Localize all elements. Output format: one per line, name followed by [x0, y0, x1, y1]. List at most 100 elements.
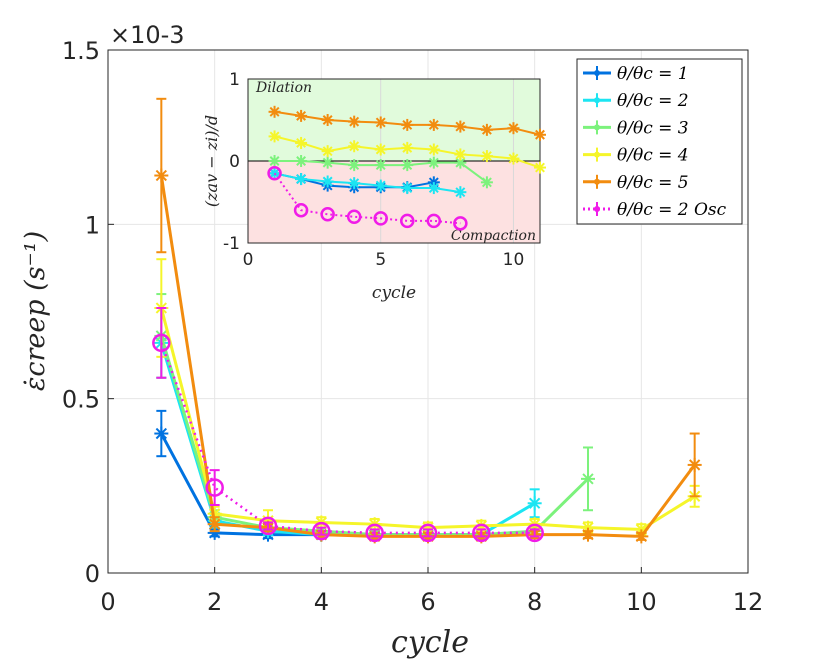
- inset-x-axis-label: cycle: [372, 283, 416, 303]
- inset-data-point: [348, 159, 361, 172]
- main-data-point: [152, 333, 171, 353]
- main-data-point: [634, 529, 649, 544]
- main-x-axis-label: cycle: [391, 625, 469, 660]
- inset-data-point: [401, 118, 414, 131]
- main-data-point: [205, 478, 224, 497]
- main-x-tick-label: 0: [100, 588, 115, 616]
- main-data-point: [154, 168, 169, 183]
- exponent-label: ×10-3: [110, 21, 185, 49]
- main-series-line: [159, 335, 590, 537]
- inset-data-point: [268, 130, 281, 143]
- inset-data-point: [427, 143, 440, 156]
- legend-label: θ/θc = 1: [617, 64, 689, 84]
- main-data-point: [258, 516, 278, 536]
- inset-data-point: [295, 136, 308, 149]
- inset-y-tick-label: 1: [229, 70, 240, 90]
- inset-data-point: [534, 128, 546, 141]
- inset-data-point: [268, 155, 281, 167]
- inset-data-point: [480, 150, 493, 163]
- inset-data-point: [374, 179, 387, 192]
- legend-item-2: θ/θc = 3: [583, 118, 689, 138]
- legend-marker: [594, 70, 600, 76]
- legend-label: θ/θc = 2 Osc: [617, 200, 727, 220]
- main-data-point: [418, 523, 438, 543]
- legend-label: θ/θc = 5: [617, 173, 689, 193]
- inset-series-5: [267, 166, 468, 231]
- main-x-tick-label: 12: [733, 588, 764, 616]
- inset-data-point: [348, 177, 361, 190]
- inset-series-4: [268, 105, 546, 141]
- main-data-point: [581, 471, 595, 486]
- inset-data-point: [295, 155, 308, 167]
- main-data-point: [525, 523, 544, 543]
- inset-data-point: [480, 123, 493, 136]
- main-y-tick-label: 1.5: [62, 37, 100, 65]
- inset-data-point: [427, 182, 440, 195]
- inset-data-point: [320, 207, 335, 222]
- inset-data-point: [346, 209, 362, 225]
- legend-box: [576, 58, 743, 225]
- inset-data-point: [374, 159, 387, 172]
- inset-data-point: [507, 152, 520, 165]
- inset-data-point: [348, 115, 361, 128]
- inset-data-point: [454, 120, 467, 133]
- inset-x-tick-label: 10: [503, 250, 525, 270]
- legend-item-4: θ/θc = 5: [583, 173, 689, 193]
- inset-data-point: [374, 143, 387, 156]
- inset-data-point: [321, 145, 334, 158]
- inset-series-3: [268, 130, 546, 174]
- main-x-tick-label: 2: [207, 588, 222, 616]
- main-data-point: [312, 521, 331, 541]
- legend-label: θ/θc = 3: [617, 118, 689, 138]
- legend-marker: [594, 151, 600, 158]
- main-series-2: [154, 293, 595, 542]
- main-data-point: [472, 523, 491, 543]
- inset-x-tick-label: 5: [375, 250, 386, 270]
- legend-marker: [594, 206, 600, 212]
- inset-data-point: [293, 202, 309, 218]
- legend-label: θ/θc = 4: [617, 146, 689, 166]
- main-series-line: [160, 342, 535, 535]
- main-data-point: [207, 517, 222, 532]
- inset-data-point: [453, 216, 468, 231]
- inset-data-point: [427, 118, 440, 131]
- inset-dilation-region: [248, 79, 540, 161]
- inset-plot-frame: [247, 78, 541, 244]
- inset-data-point: [321, 114, 334, 126]
- inset-series-1: [268, 167, 467, 199]
- inset-compaction-region: [248, 161, 540, 243]
- legend-marker: [594, 97, 600, 104]
- inset-data-point: [374, 116, 387, 129]
- inset-data-point: [454, 186, 467, 199]
- main-y-tick-label: 1: [85, 211, 100, 239]
- inset-data-point: [348, 140, 361, 153]
- inset-y-tick-label: -1: [223, 234, 240, 254]
- main-x-tick-label: 4: [314, 588, 329, 616]
- inset-data-point: [401, 141, 414, 154]
- main-data-point: [365, 523, 384, 543]
- inset-series-2: [268, 155, 493, 189]
- inset-data-point: [507, 122, 520, 135]
- inset-data-point: [295, 109, 308, 122]
- inset-data-point: [400, 213, 415, 229]
- main-y-tick-label: 0: [85, 560, 100, 588]
- inset-data-point: [454, 148, 467, 161]
- inset-data-point: [321, 156, 334, 169]
- inset-data-point: [426, 213, 442, 229]
- inset-data-point: [268, 105, 281, 118]
- main-y-axis-label: ε̇creep (s⁻¹): [20, 231, 51, 391]
- main-data-point: [687, 457, 702, 472]
- inset-y-axis-label: (zav − zi)/d: [202, 115, 221, 207]
- main-x-tick-label: 10: [626, 588, 657, 616]
- legend-item-5: θ/θc = 2 Osc: [583, 200, 727, 220]
- inset-data-point: [267, 166, 282, 181]
- inset-data-point: [427, 156, 440, 169]
- inset-data-point: [534, 161, 546, 174]
- inset-data-point: [480, 176, 493, 189]
- legend-item-0: θ/θc = 1: [583, 64, 689, 84]
- legend-marker: [594, 124, 600, 131]
- main-x-tick-label: 6: [420, 588, 435, 616]
- inset-dilation-label: Dilation: [255, 80, 312, 96]
- main-data-point: [581, 527, 595, 542]
- inset-data-point: [295, 173, 308, 186]
